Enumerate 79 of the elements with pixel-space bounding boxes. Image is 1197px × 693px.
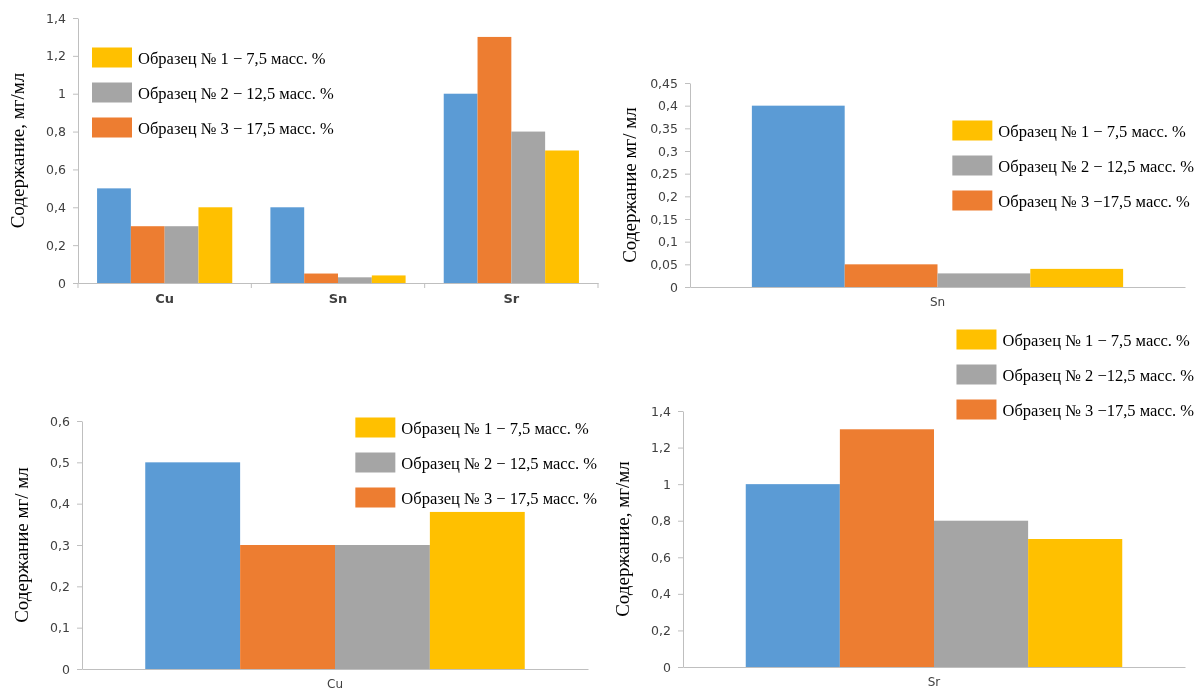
y-tick-label: 0,4 xyxy=(651,586,672,602)
legend-label: Образец № 1 − 7,5 масс. % xyxy=(401,418,589,438)
y-tick-label: 0 xyxy=(663,659,672,675)
bar xyxy=(371,275,406,283)
y-tick-label: 0,6 xyxy=(50,413,71,429)
bar xyxy=(240,545,335,669)
y-tick-label: 1 xyxy=(663,476,671,492)
bar xyxy=(164,226,199,283)
y-tick-label: 0,2 xyxy=(50,578,70,594)
bar xyxy=(937,273,1031,287)
y-tick-label: 1,2 xyxy=(46,48,66,64)
y-tick-label: 0,3 xyxy=(50,537,70,553)
bar xyxy=(304,273,338,283)
bar xyxy=(1028,539,1123,667)
y-tick-label: 0,1 xyxy=(658,234,678,250)
y-tick-label: 0,15 xyxy=(650,211,678,227)
bar xyxy=(751,105,845,287)
y-tick-label: 0,6 xyxy=(46,161,67,177)
legend-label: Образец № 3 − 17,5 масс. % xyxy=(401,488,598,508)
bar xyxy=(443,93,478,283)
bar xyxy=(745,484,840,667)
legend-label: Образец № 2 −12,5 масс. % xyxy=(1002,365,1195,385)
bar xyxy=(335,545,430,669)
bar xyxy=(130,226,165,283)
bar xyxy=(545,150,579,283)
y-axis-title: Содержание, мг/мл xyxy=(612,460,633,617)
bar xyxy=(1030,268,1124,287)
x-tick-label: Sr xyxy=(503,290,520,306)
y-tick-label: 0,05 xyxy=(650,256,678,272)
bar xyxy=(934,520,1029,667)
x-tick-label: Sr xyxy=(927,674,941,689)
y-tick-label: 0,25 xyxy=(650,166,678,182)
y-tick-label: 0,2 xyxy=(46,237,66,253)
bar xyxy=(145,462,241,669)
y-tick-label: 0,6 xyxy=(651,549,672,565)
y-axis-title: Содержание мг/ мл xyxy=(619,106,640,263)
y-tick-label: 0,4 xyxy=(658,98,679,114)
y-tick-label: 0,4 xyxy=(50,496,71,512)
bar xyxy=(429,511,525,669)
legend-label: Образец № 2 − 12,5 масс. % xyxy=(138,83,334,103)
bar xyxy=(844,264,938,287)
legend-label: Образец № 1 − 7,5 масс. % xyxy=(138,48,326,68)
x-tick-label: Sn xyxy=(328,290,348,306)
legend-label: Образец № 3 −17,5 масс. % xyxy=(1002,400,1195,420)
x-tick-label: Cu xyxy=(327,676,343,691)
bar xyxy=(839,429,934,667)
bar xyxy=(477,36,512,283)
y-tick-label: 0,4 xyxy=(46,199,67,215)
bar xyxy=(338,277,372,283)
y-tick-label: 0 xyxy=(58,275,67,291)
y-tick-label: 0,2 xyxy=(651,622,671,638)
bar xyxy=(270,207,305,283)
y-tick-label: 1 xyxy=(58,86,66,102)
y-tick-label: 1,4 xyxy=(651,403,672,419)
bar xyxy=(511,131,546,283)
y-axis-title: Содержание, мг/мл xyxy=(7,72,28,229)
y-tick-label: 0,8 xyxy=(46,124,67,140)
y-tick-label: 0,2 xyxy=(658,188,678,204)
legend-label: Образец № 2 − 12,5 масс. % xyxy=(401,453,598,473)
y-tick-label: 0,8 xyxy=(651,513,672,529)
legend-label: Образец № 3 −17,5 масс. % xyxy=(998,191,1191,211)
y-tick-label: 0,3 xyxy=(658,143,678,159)
y-axis-title: Содержание мг/ мл xyxy=(11,466,32,623)
y-tick-label: 0,45 xyxy=(650,75,678,91)
y-tick-label: 1,2 xyxy=(651,440,671,456)
bar xyxy=(198,207,233,283)
y-tick-label: 0,1 xyxy=(50,620,70,636)
bar xyxy=(97,188,131,283)
legend-label: Образец № 2 − 12,5 масс. % xyxy=(998,156,1195,176)
legend-label: Образец № 1 − 7,5 масс. % xyxy=(998,121,1186,141)
y-tick-label: 0 xyxy=(62,661,71,677)
y-tick-label: 1,4 xyxy=(46,10,67,26)
y-tick-label: 0 xyxy=(670,279,679,295)
x-tick-label: Cu xyxy=(155,290,175,306)
y-tick-label: 0,35 xyxy=(650,120,678,136)
y-tick-label: 0,5 xyxy=(50,454,70,470)
x-tick-label: Sn xyxy=(929,294,946,309)
legend-label: Образец № 3 − 17,5 масс. % xyxy=(138,118,334,138)
legend-label: Образец № 1 − 7,5 масс. % xyxy=(1002,330,1191,350)
